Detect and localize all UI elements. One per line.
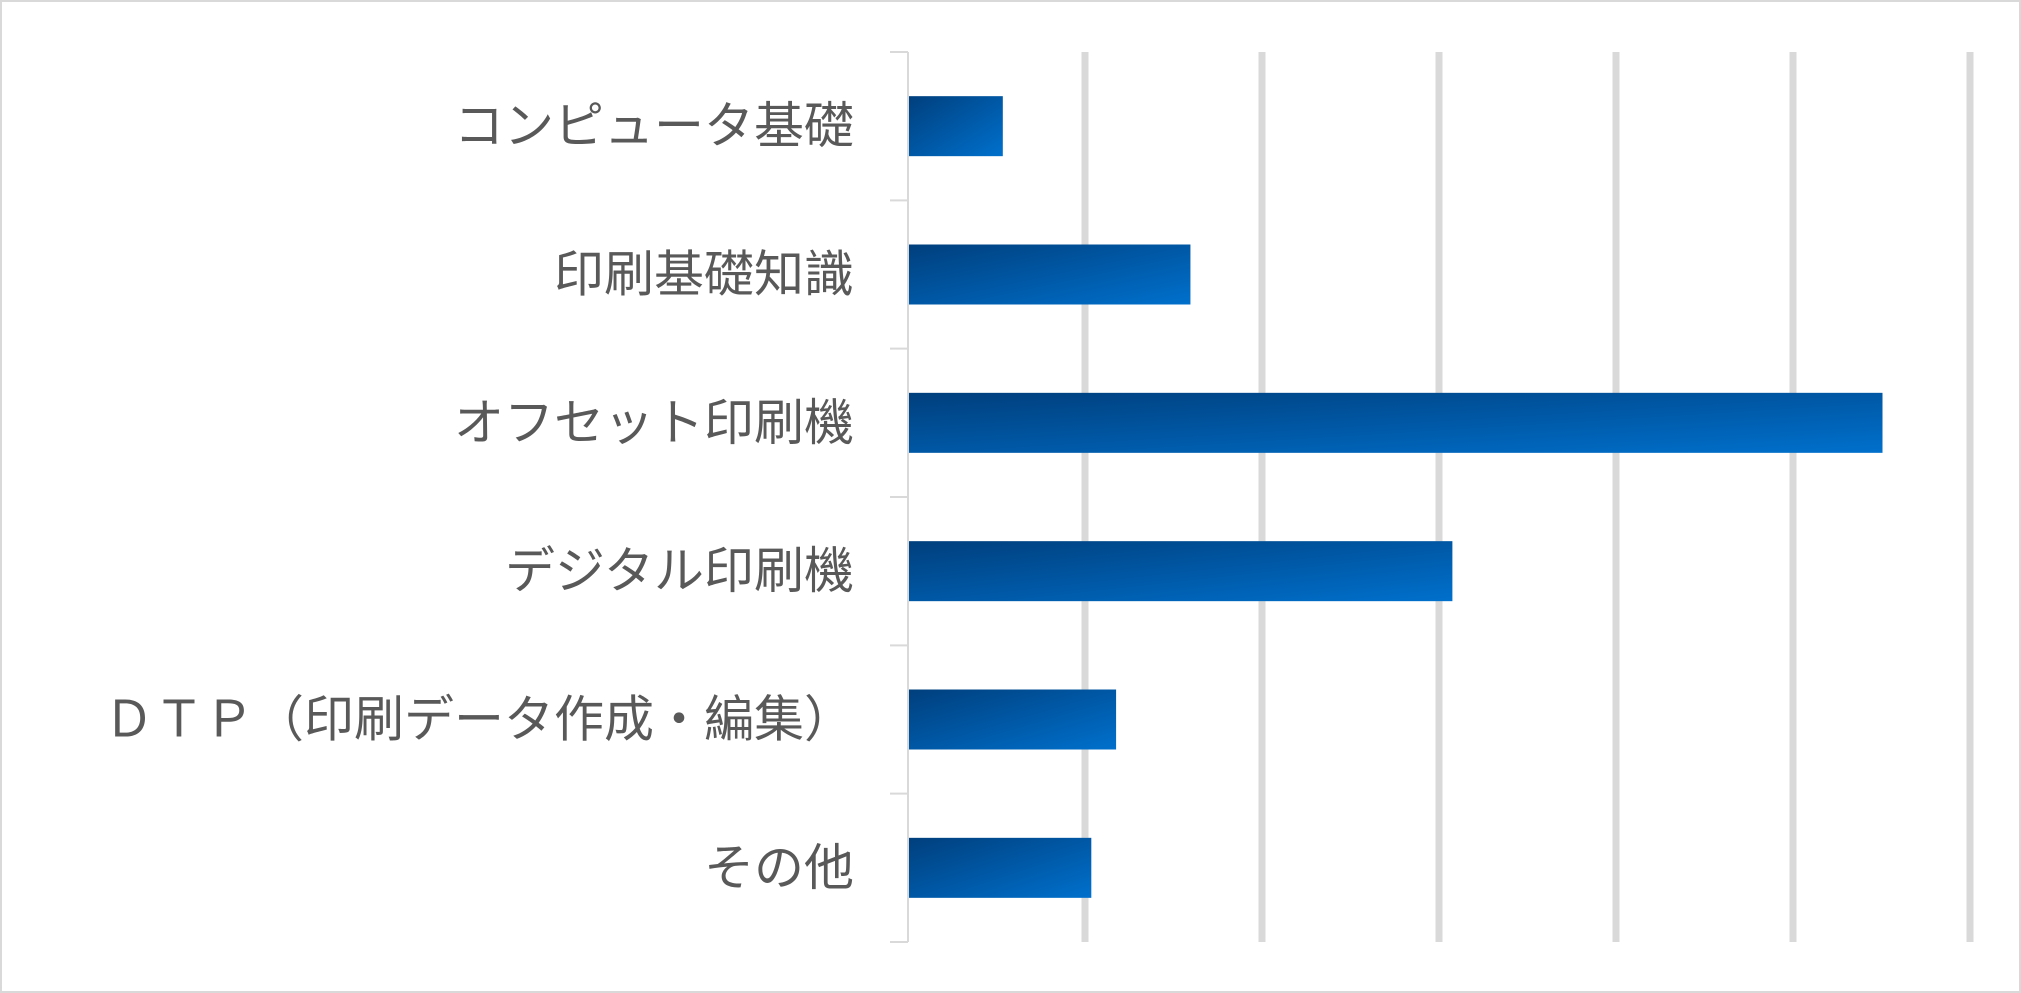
bars (909, 96, 1883, 898)
category-label: コンピュータ基礎 (454, 97, 854, 155)
bar (909, 96, 1003, 157)
bar (909, 541, 1453, 602)
category-label: オフセット印刷機 (454, 394, 854, 452)
category-label: デジタル印刷機 (505, 542, 854, 600)
category-label: 印刷基礎知識 (554, 246, 854, 304)
category-label: その他 (704, 839, 854, 897)
bar (909, 244, 1191, 305)
bar (909, 689, 1117, 750)
gridlines (1081, 52, 1974, 942)
bar (909, 392, 1883, 453)
category-label: ＤＴＰ（印刷データ作成・編集） (104, 691, 854, 749)
category-axis (890, 51, 909, 943)
bar (909, 837, 1092, 898)
